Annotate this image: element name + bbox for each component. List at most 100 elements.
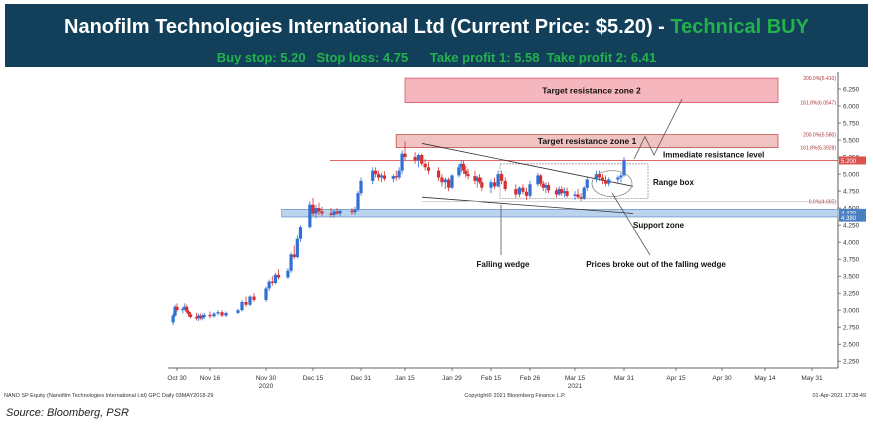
candle-body: [359, 180, 363, 194]
price-tag: [839, 213, 866, 222]
page-title: Nanofilm Technologies International Ltd …: [5, 16, 868, 39]
candle-body: [619, 175, 623, 178]
fib-level-label: 200.0%(5.580): [803, 133, 836, 139]
candle-body: [594, 174, 599, 180]
price-tag-label: 4.380: [841, 216, 857, 222]
candle-body: [480, 182, 484, 188]
candle-body: [374, 170, 378, 175]
candle-body: [377, 174, 381, 178]
candle-body: [198, 315, 202, 319]
candle-body: [496, 174, 500, 187]
candle-body: [403, 153, 407, 158]
candle-body: [554, 190, 559, 195]
candle-body: [416, 155, 421, 161]
candle-body: [443, 179, 447, 183]
candle-body: [252, 296, 256, 300]
candle-body: [276, 274, 281, 278]
price-tag-label: 5.200: [841, 159, 857, 165]
candle-body: [579, 197, 583, 199]
candle-body: [202, 314, 206, 317]
candle-body: [459, 163, 463, 168]
candlestick-chart: 2.250 2.500 2.750 3.000 3.250 3.500 3.750 4.000…: [4, 72, 866, 399]
x-year-label: 2020: [259, 383, 274, 390]
candle-body: [394, 176, 398, 178]
candle-body: [466, 174, 470, 177]
candle-body: [356, 193, 360, 210]
candle-body: [350, 210, 354, 213]
candle-body: [397, 170, 401, 178]
candle-body: [200, 316, 204, 319]
candle-body: [175, 306, 179, 311]
candle-body: [600, 177, 605, 181]
trade-levels: Buy stop: 5.20 Stop loss: 4.75 Take prof…: [216, 50, 657, 65]
support-zone: [281, 209, 839, 218]
title-signal: Technical BUY: [670, 16, 809, 38]
candle-body: [335, 211, 339, 214]
candle-body: [573, 194, 577, 196]
candle-body: [273, 274, 277, 283]
y-tick-label: 3.000: [843, 308, 860, 315]
security-footer: NANO SP Equity (Nanofilm Technologies In…: [4, 393, 213, 399]
candle-body: [208, 314, 212, 317]
range-box: [499, 163, 649, 199]
x-tick-label: Jan 15: [395, 375, 415, 382]
candle-body: [461, 163, 466, 171]
candle-body: [492, 182, 497, 187]
candle-body: [196, 315, 200, 319]
candle-body: [295, 238, 299, 258]
candle-body: [538, 175, 543, 184]
candle-body: [450, 175, 454, 188]
source-note: Source: Bloomberg, PSR: [6, 407, 129, 419]
y-tick-label: 5.750: [843, 121, 860, 128]
projected-price-path: [633, 99, 683, 160]
candle-body: [240, 301, 244, 311]
target-resistance-zone-2-label: Target resistance zone 2: [542, 85, 641, 95]
candle-body: [212, 313, 216, 317]
candle-body: [475, 177, 479, 181]
candle-body: [329, 213, 333, 215]
candle-body: [181, 308, 185, 311]
support-zone-label: Support zone: [633, 221, 685, 230]
x-tick-label: May 14: [754, 375, 776, 382]
candle-body: [391, 176, 395, 179]
y-tick-label: 3.750: [843, 257, 860, 264]
candle-body: [236, 310, 240, 313]
candle-body: [622, 160, 626, 176]
candle-body: [616, 177, 620, 180]
candle-body: [216, 312, 220, 314]
candle-body: [489, 182, 493, 188]
candle-body: [541, 183, 545, 188]
candle-body: [576, 194, 580, 198]
candle-body: [585, 179, 589, 188]
y-tick-label: 4.000: [843, 240, 860, 247]
candle-body: [517, 187, 521, 195]
candle-body: [604, 180, 608, 184]
candle-body: [557, 189, 561, 195]
x-tick-label: Jan 29: [442, 375, 462, 382]
candle-body: [317, 208, 321, 212]
candle-body: [582, 187, 586, 199]
x-tick-label: Apr 30: [712, 375, 732, 382]
target-resistance-zone-1-label: Target resistance zone 1: [538, 136, 637, 146]
y-tick-label: 3.500: [843, 274, 860, 281]
candle-body: [426, 167, 431, 171]
candle-body: [503, 180, 507, 190]
candle-body: [171, 315, 175, 323]
x-tick-label: Mar 31: [614, 375, 635, 382]
x-tick-label: Mar 15: [565, 375, 586, 382]
breakout-circle: [591, 170, 633, 197]
candle-body: [308, 204, 312, 228]
candle-body: [382, 175, 387, 179]
candle-body: [353, 209, 357, 213]
candle-body: [473, 176, 477, 181]
candle-body: [311, 204, 315, 214]
candle-body: [436, 170, 441, 178]
x-tick-label: Apr 15: [666, 375, 686, 382]
x-tick-label: Dec 15: [303, 375, 324, 382]
candle-body: [267, 281, 271, 289]
candle-body: [440, 177, 444, 183]
x-tick-label: Nov 16: [200, 375, 221, 382]
immediate-resistance-label: Immediate resistance level: [663, 150, 764, 159]
candle-body: [607, 179, 611, 184]
candle-body: [477, 177, 482, 183]
